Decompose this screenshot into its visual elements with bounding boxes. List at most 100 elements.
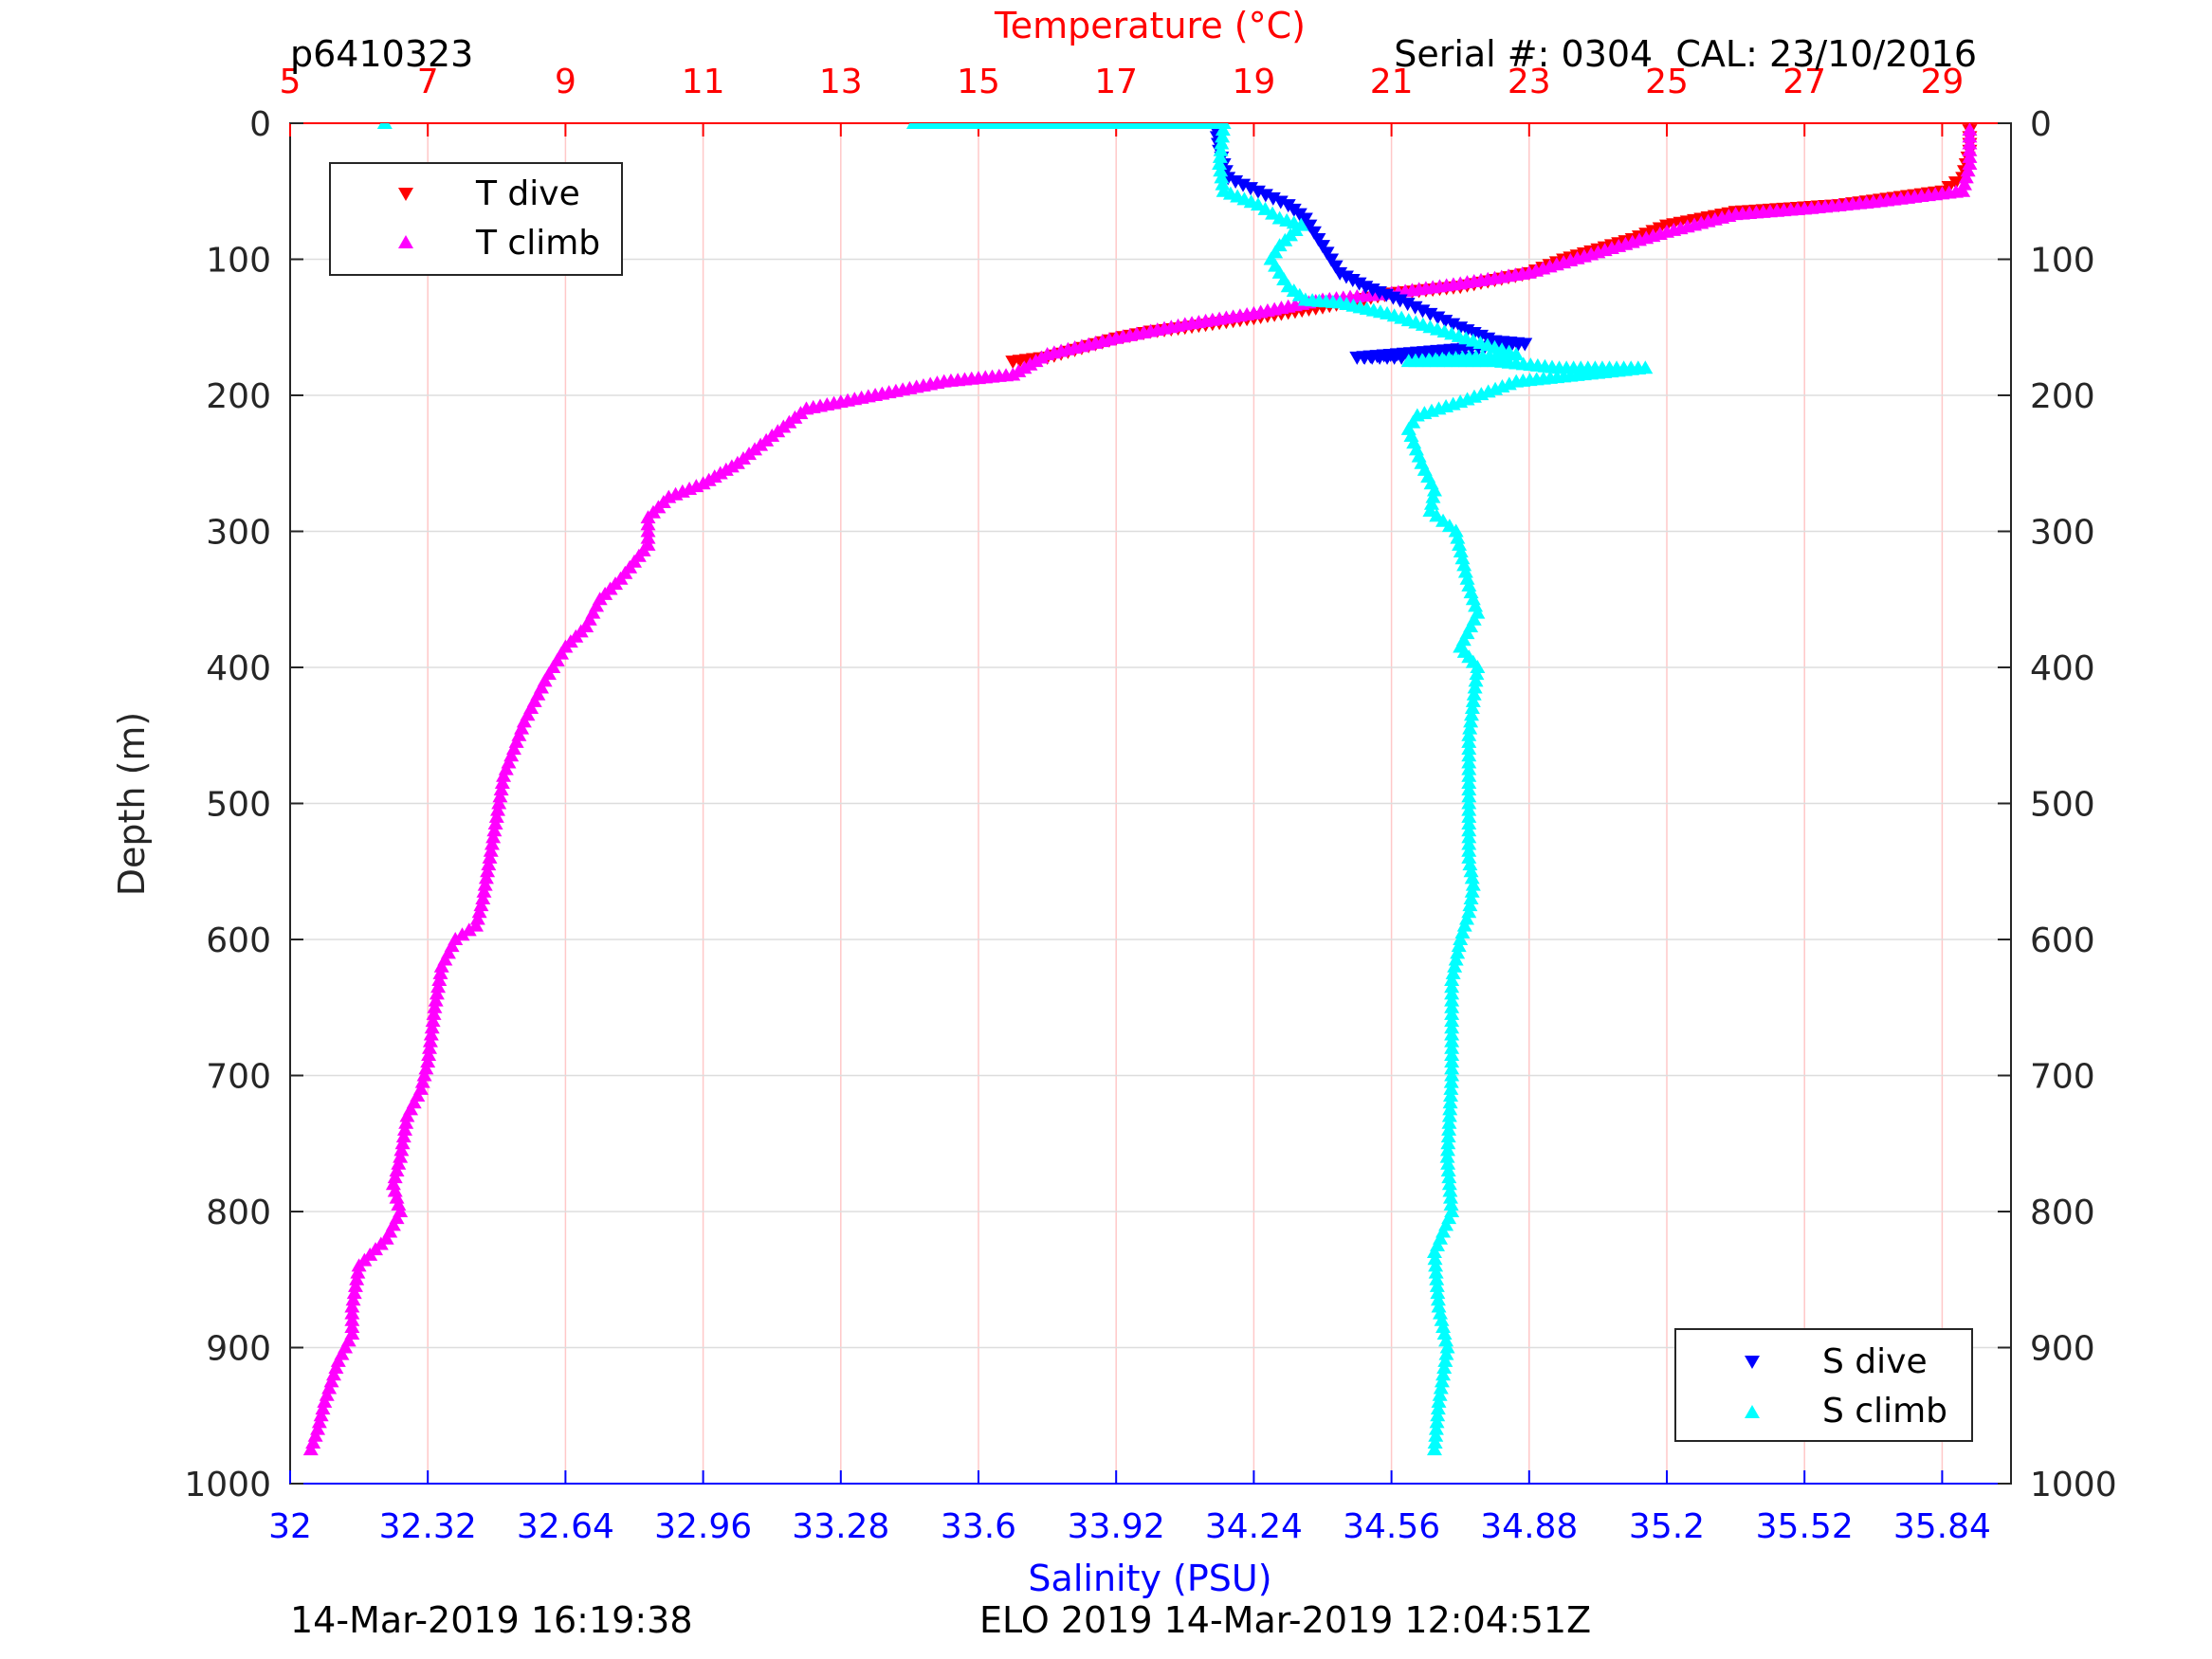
data-point bbox=[389, 1162, 405, 1176]
data-point bbox=[1310, 232, 1326, 246]
data-point bbox=[481, 857, 497, 871]
data-point bbox=[1958, 170, 1974, 184]
data-point bbox=[1435, 1319, 1452, 1333]
data-point bbox=[1327, 260, 1344, 274]
data-point bbox=[1962, 156, 1978, 171]
salinity-tick-label: 33.92 bbox=[1068, 1507, 1165, 1546]
data-point bbox=[1444, 1027, 1460, 1041]
data-point bbox=[1257, 189, 1273, 203]
data-point bbox=[1461, 727, 1477, 741]
data-point bbox=[1442, 1183, 1458, 1197]
data-point bbox=[484, 836, 500, 850]
data-point bbox=[391, 1196, 407, 1211]
temperature-tick-label: 17 bbox=[1094, 63, 1138, 101]
data-point bbox=[394, 1136, 411, 1150]
data-point bbox=[1462, 857, 1478, 871]
depth-tick-label-right: 500 bbox=[2030, 786, 2095, 825]
data-point bbox=[1434, 1374, 1450, 1388]
data-point bbox=[1427, 1251, 1443, 1266]
data-point bbox=[311, 1414, 327, 1429]
data-point bbox=[486, 823, 503, 837]
depth-tick-label-right: 300 bbox=[2030, 514, 2095, 553]
data-point bbox=[1428, 1421, 1444, 1435]
salinity-tick-label: 35.52 bbox=[1756, 1507, 1854, 1546]
data-point bbox=[1461, 755, 1477, 769]
data-point bbox=[1464, 701, 1480, 715]
salinity-tick-label: 32.32 bbox=[379, 1507, 477, 1546]
data-point bbox=[317, 1394, 333, 1408]
data-point bbox=[1467, 680, 1483, 694]
data-point bbox=[1448, 952, 1464, 966]
data-point bbox=[1433, 1305, 1449, 1320]
depth-tick-label-left: 200 bbox=[206, 377, 271, 416]
data-point bbox=[1215, 129, 1231, 143]
data-point bbox=[1444, 1006, 1460, 1020]
salinity-tick-label: 33.28 bbox=[792, 1507, 889, 1546]
data-point bbox=[1332, 266, 1348, 281]
data-point bbox=[1441, 1121, 1457, 1136]
data-point bbox=[391, 1156, 407, 1170]
legend-salinity: S dive S climb bbox=[1674, 1328, 1973, 1442]
data-point bbox=[349, 1271, 365, 1285]
data-point bbox=[1444, 1061, 1460, 1075]
data-point bbox=[420, 1054, 436, 1068]
data-point bbox=[1461, 734, 1477, 748]
data-point bbox=[1302, 219, 1318, 233]
data-point bbox=[471, 904, 487, 919]
data-point bbox=[1338, 270, 1354, 284]
data-point bbox=[1448, 523, 1464, 538]
data-point bbox=[1456, 557, 1472, 572]
data-point bbox=[1425, 489, 1441, 503]
data-point bbox=[1324, 253, 1340, 267]
data-point bbox=[640, 517, 656, 531]
data-point bbox=[1440, 1162, 1456, 1176]
salinity-tick-label: 34.56 bbox=[1343, 1507, 1440, 1546]
data-point bbox=[313, 1408, 329, 1422]
temperature-tick-label: 11 bbox=[682, 63, 725, 101]
data-point bbox=[490, 802, 506, 816]
data-point bbox=[426, 1006, 442, 1020]
data-point bbox=[1443, 1074, 1459, 1088]
legend-s-climb-label: S climb bbox=[1822, 1392, 1947, 1431]
data-point bbox=[1463, 890, 1479, 904]
data-point bbox=[1344, 274, 1361, 288]
data-point bbox=[429, 986, 445, 1000]
series-s-dive bbox=[1208, 123, 1533, 365]
data-point bbox=[1453, 544, 1469, 558]
temperature-tick-label: 13 bbox=[819, 63, 863, 101]
legend-temperature: T dive T climb bbox=[329, 162, 623, 276]
data-point bbox=[640, 530, 656, 544]
data-point bbox=[387, 1170, 403, 1184]
data-point bbox=[1445, 965, 1461, 979]
data-point bbox=[1468, 673, 1484, 687]
data-point bbox=[1462, 720, 1478, 735]
temperature-tick-label: 19 bbox=[1232, 63, 1275, 101]
temperature-tick-label: 15 bbox=[957, 63, 1000, 101]
data-point bbox=[418, 1061, 434, 1075]
data-point bbox=[351, 1258, 367, 1272]
data-point bbox=[1228, 174, 1244, 189]
data-point bbox=[393, 1142, 410, 1157]
data-point bbox=[1429, 1278, 1445, 1292]
series-t-climb bbox=[302, 123, 1978, 1456]
data-point bbox=[1464, 884, 1480, 898]
data-point bbox=[1214, 170, 1230, 184]
data-point bbox=[1470, 660, 1486, 673]
data-point bbox=[477, 877, 493, 891]
data-point bbox=[1440, 1136, 1456, 1150]
data-point bbox=[1439, 1149, 1455, 1163]
data-point bbox=[1435, 1367, 1452, 1381]
data-point bbox=[1306, 226, 1322, 240]
data-point bbox=[414, 1074, 430, 1088]
depth-tick-label-right: 600 bbox=[2030, 921, 2095, 960]
data-point bbox=[1436, 1360, 1453, 1375]
depth-tick-label-left: 700 bbox=[206, 1058, 271, 1097]
data-point bbox=[1463, 707, 1479, 721]
data-point bbox=[387, 1183, 403, 1197]
data-point bbox=[1437, 1353, 1453, 1367]
data-point bbox=[1438, 1333, 1454, 1347]
data-point bbox=[1442, 1088, 1458, 1103]
legend-s-climb-marker bbox=[1745, 1405, 1760, 1418]
depth-tick-label-right: 200 bbox=[2030, 377, 2095, 416]
data-point bbox=[1426, 1245, 1442, 1259]
